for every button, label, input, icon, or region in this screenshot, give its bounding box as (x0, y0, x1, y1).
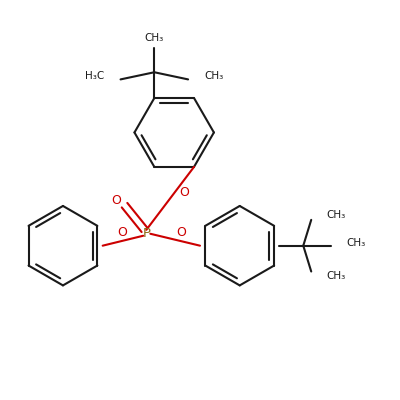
Text: H₃C: H₃C (85, 71, 104, 81)
Text: O: O (179, 186, 189, 199)
Text: P: P (142, 227, 150, 240)
Text: CH₃: CH₃ (145, 34, 164, 44)
Text: CH₃: CH₃ (205, 71, 224, 81)
Text: CH₃: CH₃ (326, 210, 346, 220)
Text: O: O (118, 226, 128, 239)
Text: CH₃: CH₃ (326, 271, 346, 281)
Text: O: O (176, 226, 186, 239)
Text: CH₃: CH₃ (346, 238, 366, 248)
Text: O: O (111, 194, 121, 207)
